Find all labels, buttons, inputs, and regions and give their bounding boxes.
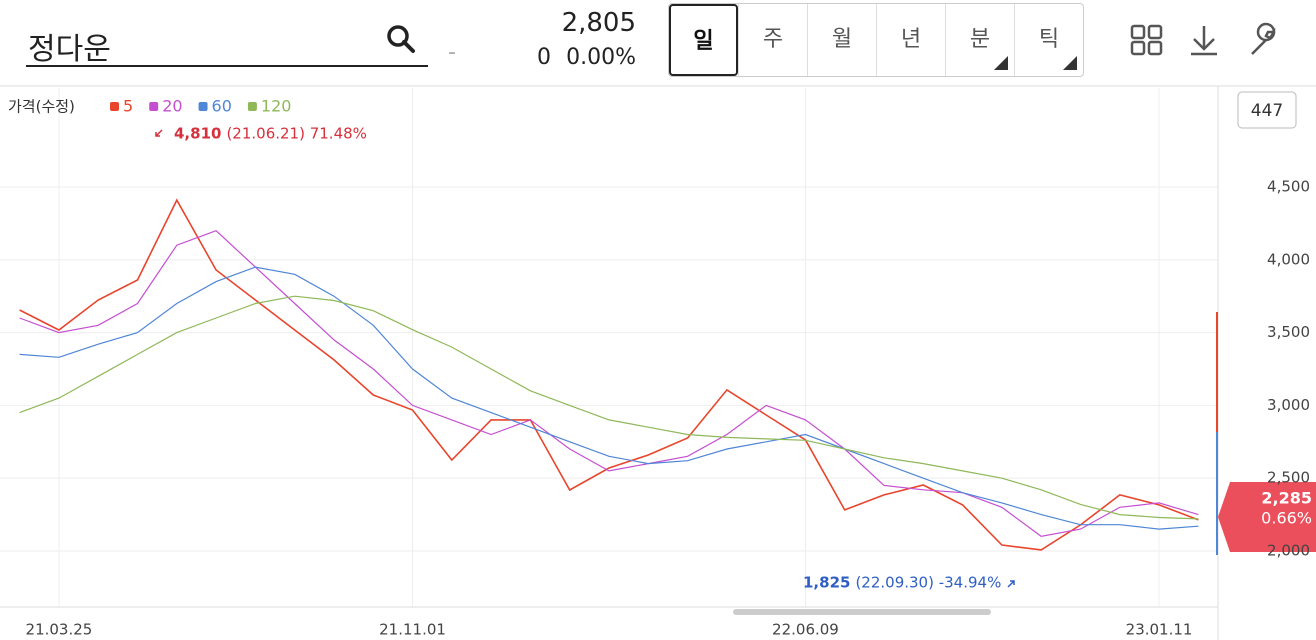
y-tick-label: 4,000 bbox=[1267, 250, 1310, 268]
dash: - bbox=[448, 40, 456, 65]
change-rate: 0.00% bbox=[566, 45, 636, 70]
period-tab[interactable]: 년 bbox=[876, 4, 945, 76]
current-price: 2,805 bbox=[561, 8, 636, 38]
badge: 447 bbox=[1251, 101, 1283, 121]
y-tick-label: 4,500 bbox=[1267, 177, 1310, 195]
search-box[interactable]: 정다운 bbox=[26, 10, 428, 67]
annotation-detail: (21.06.21) 71.48% bbox=[226, 125, 366, 143]
toolbar-icons bbox=[1130, 22, 1276, 56]
y-tick-label: 3,500 bbox=[1267, 323, 1310, 341]
period-tab[interactable]: 일 bbox=[669, 4, 738, 76]
y-tick-label: 2,000 bbox=[1267, 541, 1310, 559]
legend-title: 가격(수정) bbox=[8, 98, 75, 116]
period-tab[interactable]: 주 bbox=[738, 4, 807, 76]
annotation-value: 4,810 bbox=[174, 125, 221, 143]
ma-line bbox=[19, 198, 1199, 551]
period-tab[interactable]: 분 bbox=[945, 4, 1014, 76]
legend-swatch bbox=[198, 102, 208, 111]
x-tick-label: 21.03.25 bbox=[26, 621, 93, 639]
search-text: 정다운 bbox=[28, 32, 111, 67]
layout-icon[interactable] bbox=[1130, 24, 1163, 56]
download-icon[interactable] bbox=[1191, 26, 1217, 56]
badge-box bbox=[1237, 91, 1297, 129]
y-tick-label: 3,000 bbox=[1267, 396, 1310, 414]
tab-corner bbox=[994, 56, 1008, 70]
period-tab[interactable]: 월 bbox=[807, 4, 876, 76]
price-tag-rate: 0.66% bbox=[1261, 509, 1312, 528]
period-tab[interactable]: 틱 bbox=[1014, 4, 1083, 76]
x-tick-label: 23.01.11 bbox=[1126, 621, 1193, 639]
price-tag bbox=[1218, 482, 1316, 552]
tab-corner bbox=[1063, 56, 1077, 70]
legend-label: 120 bbox=[261, 97, 292, 116]
ma-line bbox=[19, 230, 1199, 538]
legend-label: 60 bbox=[212, 97, 232, 116]
annotation-value: 1,825 bbox=[803, 574, 850, 592]
settings-icon[interactable] bbox=[1251, 22, 1276, 55]
legend-swatch bbox=[149, 102, 159, 111]
price-tag-price: 2,285 bbox=[1261, 489, 1312, 508]
annotation-detail: (22.09.30) -34.94% bbox=[855, 574, 1001, 592]
search-icon[interactable] bbox=[386, 24, 416, 54]
legend-label: 5 bbox=[123, 97, 133, 116]
x-tick-label: 21.11.01 bbox=[379, 621, 446, 639]
legend-swatch bbox=[247, 102, 257, 111]
change: 0 bbox=[537, 45, 551, 70]
scrollbar[interactable] bbox=[733, 609, 991, 615]
legend-label: 20 bbox=[162, 97, 182, 116]
ma-line bbox=[19, 266, 1199, 530]
legend-swatch bbox=[110, 102, 119, 111]
x-tick-label: 22.06.09 bbox=[772, 621, 839, 639]
ma-line bbox=[19, 295, 1199, 520]
y-tick-label: 2,500 bbox=[1267, 469, 1310, 487]
low-marker bbox=[1007, 580, 1015, 588]
high-marker bbox=[155, 129, 163, 137]
